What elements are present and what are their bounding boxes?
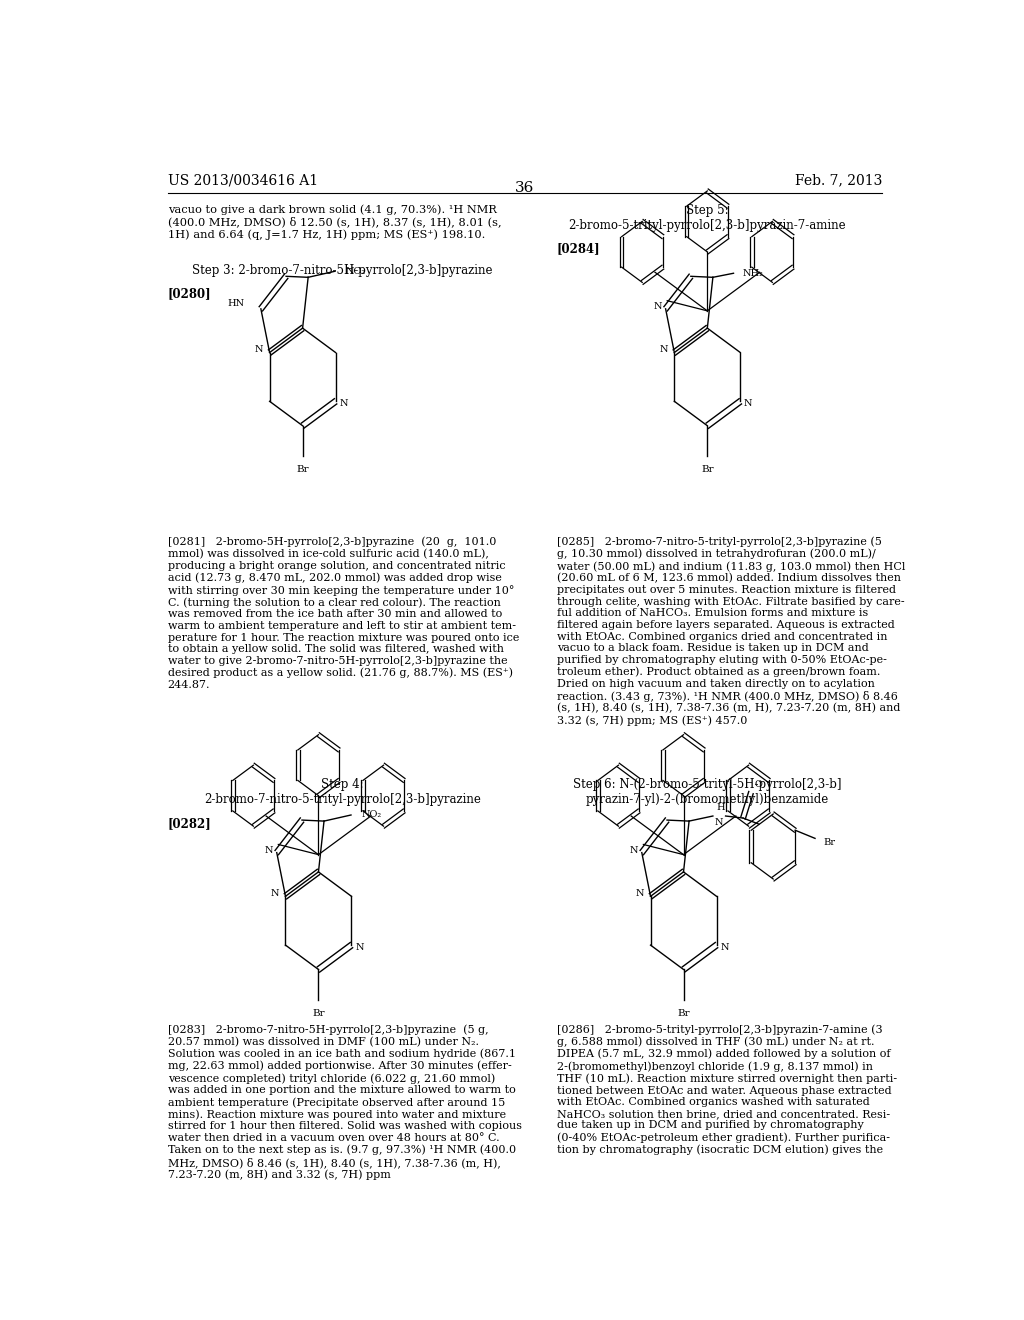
Text: Step 3: 2-bromo-7-nitro-5H-pyrrolo[2,3-b]pyrazine: Step 3: 2-bromo-7-nitro-5H-pyrrolo[2,3-b…: [193, 264, 493, 277]
Text: [0281]   2-bromo-5H-pyrrolo[2,3-b]pyrazine  (20  g,  101.0
mmol) was dissolved i: [0281] 2-bromo-5H-pyrrolo[2,3-b]pyrazine…: [168, 536, 519, 690]
Text: [0284]: [0284]: [557, 242, 600, 255]
Text: O: O: [755, 780, 763, 789]
Text: HN: HN: [228, 300, 245, 309]
Text: N: N: [636, 888, 644, 898]
Text: H: H: [717, 804, 725, 812]
Text: Br: Br: [701, 465, 714, 474]
Text: Br: Br: [823, 838, 836, 847]
Text: [0285]   2-bromo-7-nitro-5-trityl-pyrrolo[2,3-b]pyrazine (5
g, 10.30 mmol) disso: [0285] 2-bromo-7-nitro-5-trityl-pyrrolo[…: [557, 536, 905, 726]
Text: N: N: [720, 942, 729, 952]
Text: vacuo to give a dark brown solid (4.1 g, 70.3%). ¹H NMR
(400.0 MHz, DMSO) δ 12.5: vacuo to give a dark brown solid (4.1 g,…: [168, 205, 502, 239]
Text: N: N: [264, 846, 273, 855]
Text: [0283]   2-bromo-7-nitro-5H-pyrrolo[2,3-b]pyrazine  (5 g,
20.57 mmol) was dissol: [0283] 2-bromo-7-nitro-5H-pyrrolo[2,3-b]…: [168, 1024, 521, 1180]
Text: NH₂: NH₂: [742, 269, 763, 277]
Text: Br: Br: [312, 1008, 325, 1018]
Text: US 2013/0034616 A1: US 2013/0034616 A1: [168, 174, 317, 187]
Text: N: N: [659, 345, 669, 354]
Text: [0282]: [0282]: [168, 817, 211, 830]
Text: [0286]   2-bromo-5-trityl-pyrrolo[2,3-b]pyrazin-7-amine (3
g, 6.588 mmol) dissol: [0286] 2-bromo-5-trityl-pyrrolo[2,3-b]py…: [557, 1024, 897, 1155]
Text: Step 5:
2-bromo-5-trityl-pyrrolo[2,3-b]pyrazin-7-amine: Step 5: 2-bromo-5-trityl-pyrrolo[2,3-b]p…: [568, 205, 846, 232]
Text: [0280]: [0280]: [168, 288, 211, 301]
Text: N: N: [744, 399, 753, 408]
Text: Step 6: N-(2-bromo-5-trityl-5H-pyrrolo[2,3-b]
pyrazin-7-yl)-2-(bromomethyl)benza: Step 6: N-(2-bromo-5-trityl-5H-pyrrolo[2…: [573, 779, 842, 807]
Text: N: N: [271, 888, 280, 898]
Text: N: N: [653, 302, 662, 312]
Text: NO₂: NO₂: [346, 267, 366, 276]
Text: Step 4:
2-bromo-7-nitro-5-trityl-pyrrolo[2,3-b]pyrazine: Step 4: 2-bromo-7-nitro-5-trityl-pyrrolo…: [204, 779, 480, 807]
Text: Feb. 7, 2013: Feb. 7, 2013: [795, 174, 882, 187]
Text: N: N: [339, 399, 348, 408]
Text: N: N: [715, 817, 724, 826]
Text: NO₂: NO₂: [361, 810, 382, 820]
Text: N: N: [355, 942, 364, 952]
Text: Br: Br: [677, 1008, 690, 1018]
Text: 36: 36: [515, 181, 535, 195]
Text: Br: Br: [296, 465, 309, 474]
Text: N: N: [630, 846, 638, 855]
Text: N: N: [255, 345, 263, 354]
